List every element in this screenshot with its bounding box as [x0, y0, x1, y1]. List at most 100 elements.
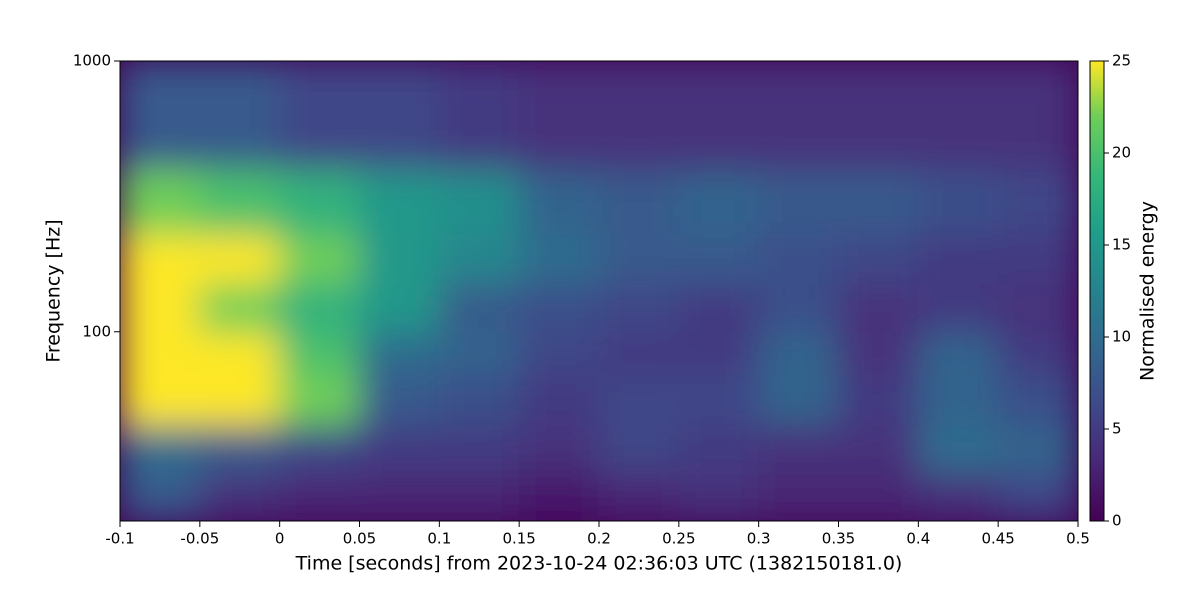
heat-cell [279, 472, 360, 521]
colorbar-tick-label: 0 [1112, 512, 1122, 530]
heat-cell [997, 331, 1078, 375]
heat-cell [359, 472, 440, 521]
heat-cell [120, 425, 201, 474]
heat-cell [997, 373, 1078, 427]
x-tick-label: 0.25 [662, 530, 695, 548]
y-tick-label: 100 [82, 322, 111, 340]
x-tick-label: -0.1 [105, 530, 134, 548]
heat-cell [279, 373, 360, 427]
heat-cell [199, 61, 281, 170]
heat-cell [359, 283, 440, 333]
heat-cell [438, 425, 520, 474]
x-tick-label: 0.5 [1066, 530, 1090, 548]
heat-cell [997, 283, 1078, 333]
heat-cell [997, 233, 1078, 285]
heat-cell [997, 425, 1078, 474]
y-tick-label: 1000 [73, 52, 111, 70]
heat-cell [120, 61, 201, 170]
heat-cell [838, 61, 919, 170]
heat-cell [598, 331, 680, 375]
heat-cell [518, 168, 600, 235]
x-tick-label: 0.15 [502, 530, 535, 548]
heat-cell [758, 168, 839, 235]
heat-cell [758, 472, 839, 521]
heat-cell [917, 283, 999, 333]
heat-cell [359, 373, 440, 427]
heat-cell [598, 425, 680, 474]
colorbar [1089, 60, 1105, 522]
heat-cell [518, 425, 600, 474]
heat-cell [120, 472, 201, 521]
heat-cell [120, 168, 201, 235]
heat-cell [758, 283, 839, 333]
heat-cell [359, 425, 440, 474]
heat-cell [598, 168, 680, 235]
x-tick-label: 0.4 [906, 530, 930, 548]
colorbar-tick-label: 10 [1112, 328, 1131, 346]
heat-cell [917, 425, 999, 474]
heat-cell [917, 472, 999, 521]
heat-cell [359, 168, 440, 235]
heat-cell [758, 331, 839, 375]
heat-cell [199, 331, 281, 375]
heat-cell [279, 283, 360, 333]
heat-cell [438, 331, 520, 375]
heat-cell [678, 373, 760, 427]
heat-cell [838, 168, 919, 235]
heat-cell [678, 61, 760, 170]
heatmap-cells [120, 61, 1078, 521]
heat-cell [199, 425, 281, 474]
heat-cell [758, 233, 839, 285]
x-tick-label: -0.05 [180, 530, 219, 548]
heat-cell [120, 283, 201, 333]
heat-cell [678, 283, 760, 333]
heat-cell [678, 425, 760, 474]
heat-cell [917, 233, 999, 285]
heat-cell [758, 425, 839, 474]
heat-cell [199, 233, 281, 285]
heat-cell [838, 472, 919, 521]
y-axis-label: Frequency [Hz] [43, 219, 65, 362]
heat-cell [598, 283, 680, 333]
heat-cell [438, 233, 520, 285]
heat-cell [758, 61, 839, 170]
heat-cell [120, 331, 201, 375]
heat-cell [598, 61, 680, 170]
heat-cell [678, 168, 760, 235]
colorbar-tick-label: 25 [1112, 52, 1131, 70]
x-tick-label: 0.3 [747, 530, 771, 548]
heat-cell [518, 472, 600, 521]
heat-cell [678, 331, 760, 375]
heat-cell [518, 61, 600, 170]
colorbar-tick-label: 20 [1112, 144, 1131, 162]
heat-cell [678, 233, 760, 285]
x-tick-label: 0.05 [343, 530, 376, 548]
heat-cell [997, 472, 1078, 521]
x-tick-label: 0.1 [427, 530, 451, 548]
heat-cell [678, 472, 760, 521]
heat-cell [518, 233, 600, 285]
heat-cell [758, 373, 839, 427]
heat-cell [199, 168, 281, 235]
colorbar-tick-label: 5 [1112, 420, 1122, 438]
heat-cell [199, 472, 281, 521]
heat-cell [917, 61, 999, 170]
heat-cell [997, 168, 1078, 235]
heat-cell [359, 331, 440, 375]
heat-cell [438, 373, 520, 427]
heat-cell [199, 373, 281, 427]
x-tick-label: 0.45 [981, 530, 1014, 548]
heat-cell [359, 233, 440, 285]
heat-cell [917, 373, 999, 427]
heat-cell [917, 168, 999, 235]
heat-cell [997, 61, 1078, 170]
heat-cell [598, 373, 680, 427]
heat-cell [598, 233, 680, 285]
heat-cell [199, 283, 281, 333]
heat-cell [838, 283, 919, 333]
x-tick-label: 0.2 [587, 530, 611, 548]
heat-cell [518, 283, 600, 333]
heatmap [120, 61, 1078, 521]
